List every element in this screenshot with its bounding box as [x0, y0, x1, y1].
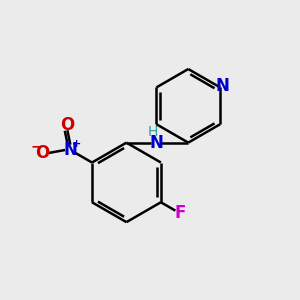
Text: F: F: [174, 204, 186, 222]
Text: H: H: [148, 125, 158, 139]
Text: O: O: [60, 116, 74, 134]
Text: N: N: [149, 134, 163, 152]
Text: −: −: [30, 140, 42, 154]
Text: N: N: [63, 141, 77, 159]
Text: +: +: [72, 139, 81, 148]
Text: O: O: [35, 144, 50, 162]
Text: N: N: [216, 77, 230, 95]
